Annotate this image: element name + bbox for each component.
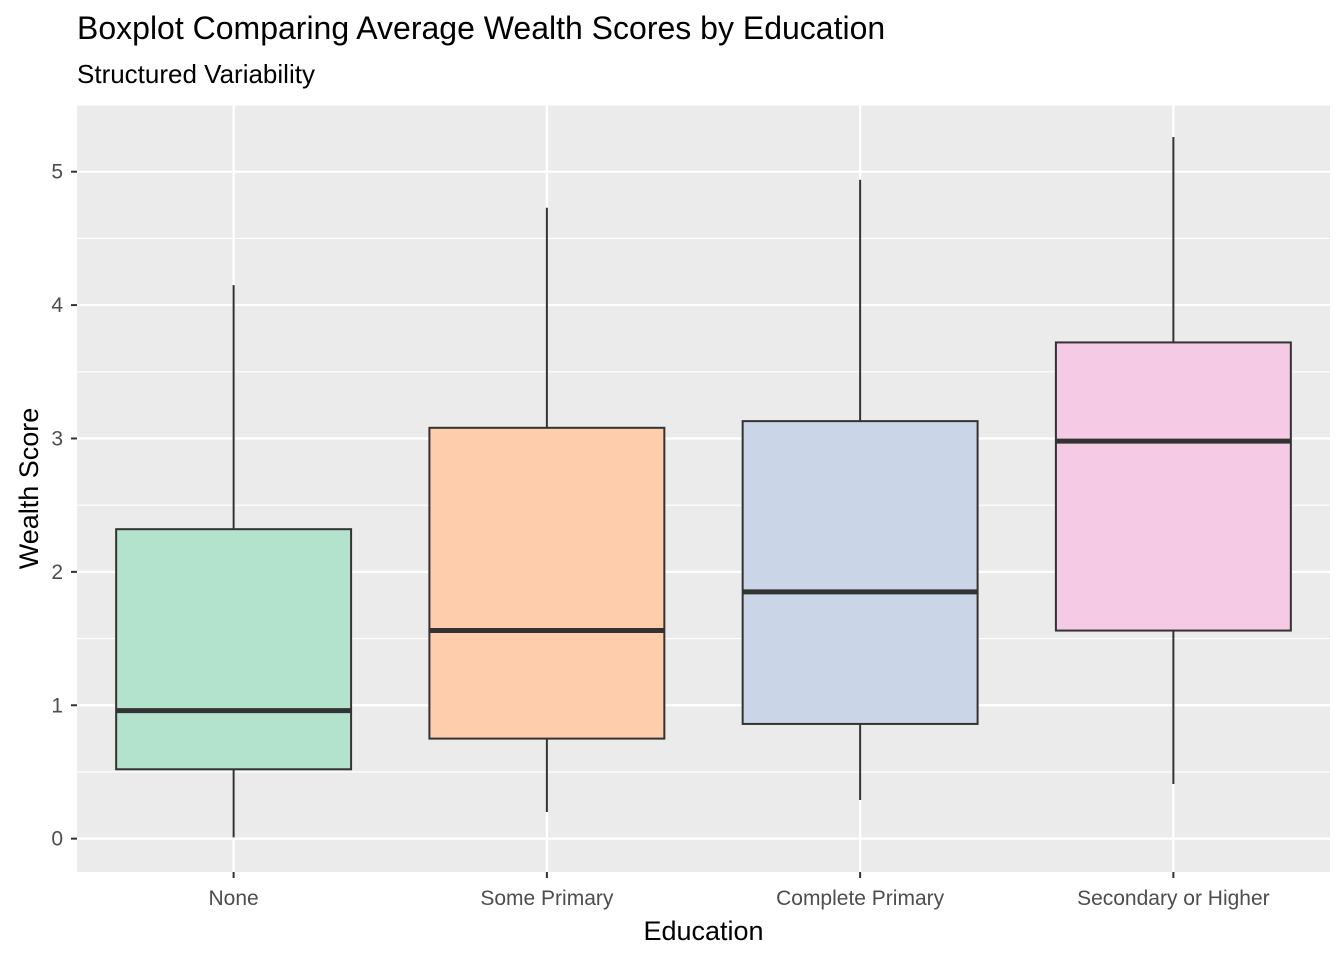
- x-tick-label: Complete Primary: [776, 887, 945, 910]
- box-complete-primary: [741, 179, 979, 800]
- x-tick-label: Secondary or Higher: [1077, 887, 1270, 910]
- y-axis: 0 1 2 3 4 5: [51, 161, 77, 851]
- y-tick-label: 0: [51, 828, 63, 851]
- box-iqr: [741, 420, 979, 725]
- box-iqr: [115, 528, 353, 771]
- box-iqr: [1054, 341, 1292, 632]
- y-tick-label: 1: [51, 694, 63, 717]
- box-none: [115, 285, 353, 838]
- chart-title: Boxplot Comparing Average Wealth Scores …: [77, 10, 886, 46]
- y-tick-label: 2: [51, 561, 63, 584]
- y-tick-label: 5: [51, 161, 63, 184]
- chart-subtitle: Structured Variability: [77, 59, 315, 89]
- y-tick-label: 3: [51, 427, 63, 450]
- x-axis: None Some Primary Complete Primary Secondar…: [209, 872, 1270, 910]
- y-axis-title: Wealth Score: [14, 408, 44, 570]
- y-tick-label: 4: [51, 294, 63, 317]
- boxes: [115, 137, 1292, 838]
- x-tick-label: None: [209, 887, 259, 910]
- x-axis-title: Education: [643, 916, 763, 946]
- box-secondary-or-higher: [1054, 137, 1292, 784]
- box-iqr: [428, 426, 666, 740]
- box-some-primary: [428, 207, 666, 812]
- x-tick-label: Some Primary: [480, 887, 614, 910]
